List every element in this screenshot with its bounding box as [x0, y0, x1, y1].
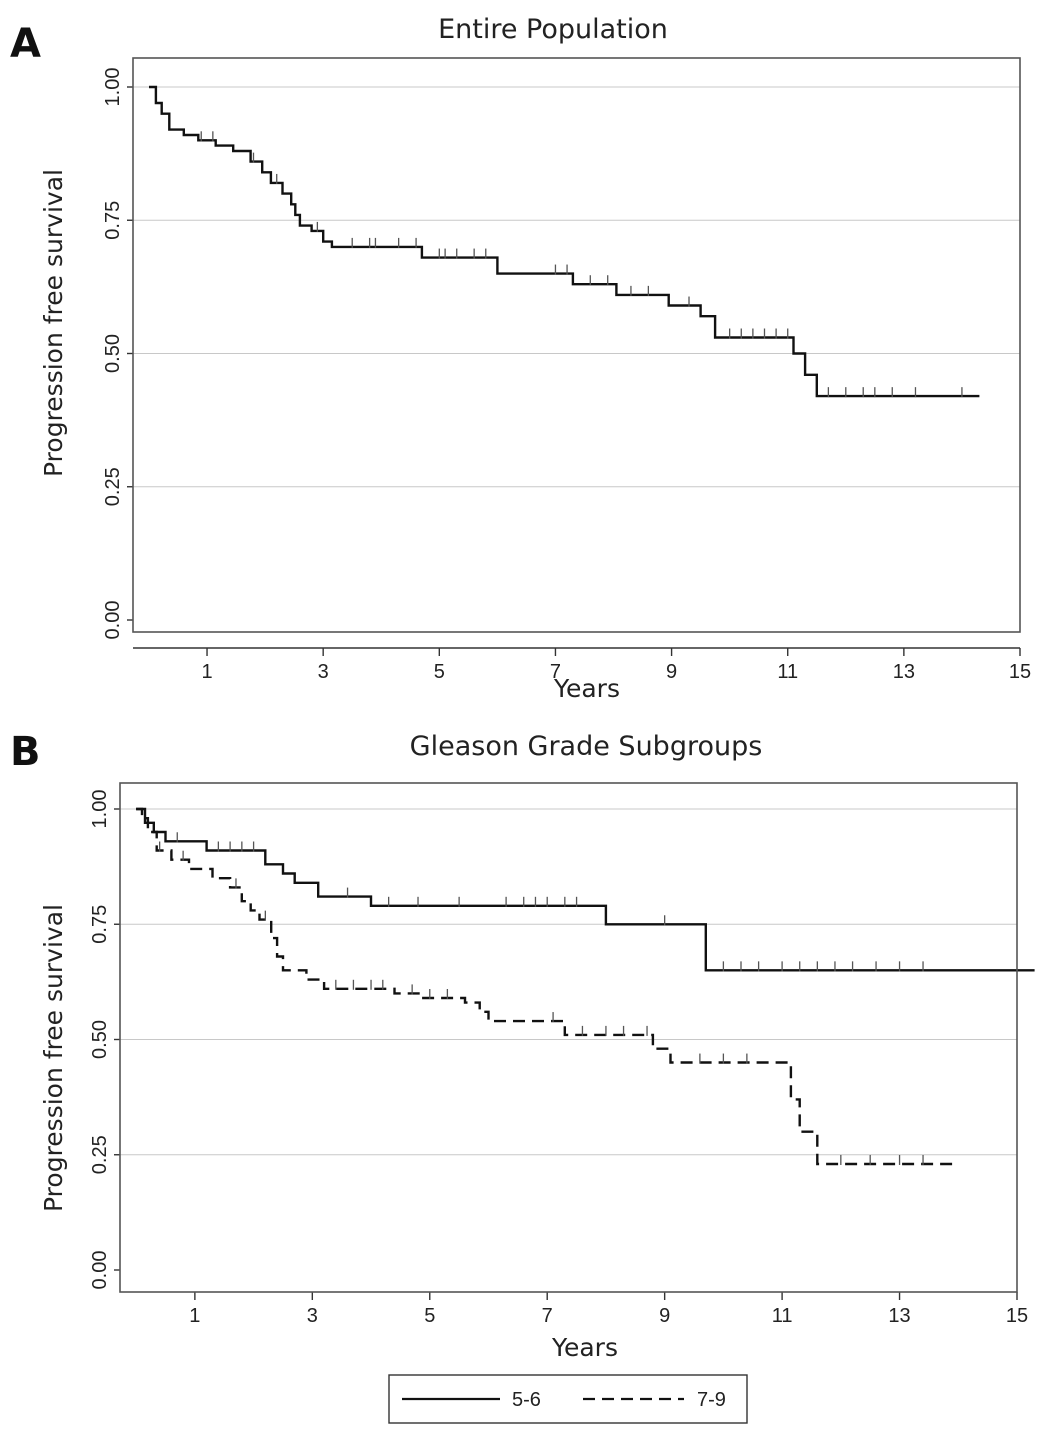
panel-a-x-tick-label: 15 — [1009, 661, 1031, 683]
panel-a-x-tick-label: 9 — [666, 661, 677, 683]
panel-a-x-tick-label: 11 — [777, 661, 798, 683]
panel-b: B Gleason Grade Subgroups Progression fr… — [10, 729, 1035, 1362]
panel-a-curve-series — [149, 85, 980, 398]
panel-b-x-tick-label: 13 — [888, 1305, 910, 1327]
panel-a-x-tick-label: 13 — [893, 661, 915, 683]
panel-a-x-tick-label: 7 — [550, 661, 561, 683]
panel-a-y-tick-label: 0.50 — [102, 334, 124, 373]
legend-label-5-6: 5-6 — [512, 1389, 541, 1411]
legend-label-7-9: 7-9 — [697, 1389, 726, 1411]
panel-b-plot-frame — [119, 782, 1018, 1293]
panel-b-x-axis-label: Years — [551, 1333, 618, 1362]
panel-b-curve-5-6 — [136, 807, 1035, 972]
panel-a-x-tick-label: 1 — [201, 661, 212, 683]
panel-a-title: Entire Population — [438, 14, 668, 45]
panel-a-plot-data — [149, 85, 980, 398]
panel-b-x-tick-label: 3 — [307, 1305, 318, 1327]
panel-b-letter: B — [10, 729, 41, 775]
panel-a-letter: A — [10, 21, 41, 67]
panel-b-y-tick-label: 0.25 — [89, 1135, 111, 1174]
panel-a-x-tick-label: 3 — [318, 661, 329, 683]
panel-b-x-tick-label: 11 — [772, 1305, 793, 1327]
panel-a-plot-frame — [132, 57, 1021, 633]
panel-a-gridlines — [133, 86, 1020, 488]
panel-b-y-tick-label: 1.00 — [89, 790, 111, 829]
panel-a-y-axis-label: Progression free survival — [39, 169, 68, 477]
panel-b-x-tick-label: 5 — [424, 1305, 435, 1327]
panel-a-y-tick-label: 0.75 — [102, 201, 124, 240]
panel-a-axis-ticks: 0.000.250.500.751.001 3 5 7 9 11 13 15 — [102, 68, 1031, 683]
panel-b-x-tick-label: 15 — [1006, 1305, 1028, 1327]
panel-b-gridlines — [120, 808, 1017, 1156]
panel-b-curve-7-9 — [136, 807, 953, 1166]
panel-b-y-axis-label: Progression free survival — [39, 904, 68, 1212]
panel-a-y-tick-label: 1.00 — [102, 68, 124, 107]
panel-b-x-tick-label: 9 — [659, 1305, 670, 1327]
legend: 5-6 7-9 — [388, 1374, 748, 1424]
panel-a-x-tick-label: 5 — [434, 661, 445, 683]
panel-a-y-tick-label: 0.25 — [102, 467, 124, 506]
panel-b-y-tick-label: 0.75 — [89, 905, 111, 944]
panel-a-x-axis-label: Years — [553, 674, 620, 703]
panel-b-x-tick-label: 1 — [189, 1305, 200, 1327]
panel-a-y-tick-label: 0.00 — [102, 601, 124, 640]
panel-b-plot-data — [136, 807, 1035, 1166]
panel-a: A Entire Population Progression free sur… — [10, 14, 1031, 703]
panel-b-y-tick-label: 0.50 — [89, 1020, 111, 1059]
panel-b-axis-ticks: 0.000.250.500.751.001 3 5 7 9 11 13 15 — [89, 790, 1028, 1327]
panel-b-title: Gleason Grade Subgroups — [410, 731, 763, 762]
panel-b-y-tick-label: 0.00 — [89, 1251, 111, 1290]
panel-b-x-tick-label: 7 — [542, 1305, 553, 1327]
